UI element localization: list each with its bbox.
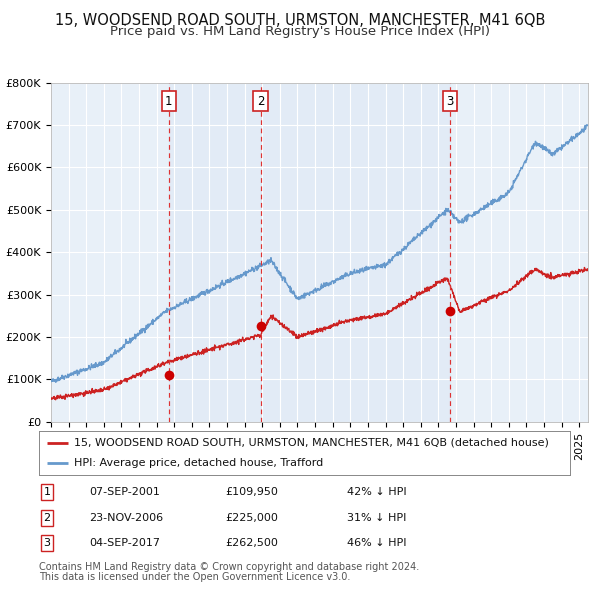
- Text: 2: 2: [257, 95, 264, 108]
- Text: 04-SEP-2017: 04-SEP-2017: [89, 538, 160, 548]
- Text: 1: 1: [43, 487, 50, 497]
- Text: Contains HM Land Registry data © Crown copyright and database right 2024.: Contains HM Land Registry data © Crown c…: [39, 562, 419, 572]
- Text: Price paid vs. HM Land Registry's House Price Index (HPI): Price paid vs. HM Land Registry's House …: [110, 25, 490, 38]
- Text: 07-SEP-2001: 07-SEP-2001: [89, 487, 160, 497]
- Text: 15, WOODSEND ROAD SOUTH, URMSTON, MANCHESTER, M41 6QB: 15, WOODSEND ROAD SOUTH, URMSTON, MANCHE…: [55, 13, 545, 28]
- Bar: [260, 83, 451, 422]
- Text: 1: 1: [165, 95, 172, 108]
- Text: £225,000: £225,000: [225, 513, 278, 523]
- Text: 42% ↓ HPI: 42% ↓ HPI: [347, 487, 407, 497]
- Text: 15, WOODSEND ROAD SOUTH, URMSTON, MANCHESTER, M41 6QB (detached house): 15, WOODSEND ROAD SOUTH, URMSTON, MANCHE…: [74, 438, 548, 448]
- Text: 2: 2: [43, 513, 50, 523]
- Text: 3: 3: [43, 538, 50, 548]
- Text: 31% ↓ HPI: 31% ↓ HPI: [347, 513, 406, 523]
- Text: £262,500: £262,500: [225, 538, 278, 548]
- Text: £109,950: £109,950: [225, 487, 278, 497]
- Text: HPI: Average price, detached house, Trafford: HPI: Average price, detached house, Traf…: [74, 458, 323, 468]
- Text: 3: 3: [446, 95, 454, 108]
- Text: 23-NOV-2006: 23-NOV-2006: [89, 513, 164, 523]
- Bar: [169, 83, 260, 422]
- Text: 46% ↓ HPI: 46% ↓ HPI: [347, 538, 406, 548]
- Text: This data is licensed under the Open Government Licence v3.0.: This data is licensed under the Open Gov…: [39, 572, 350, 582]
